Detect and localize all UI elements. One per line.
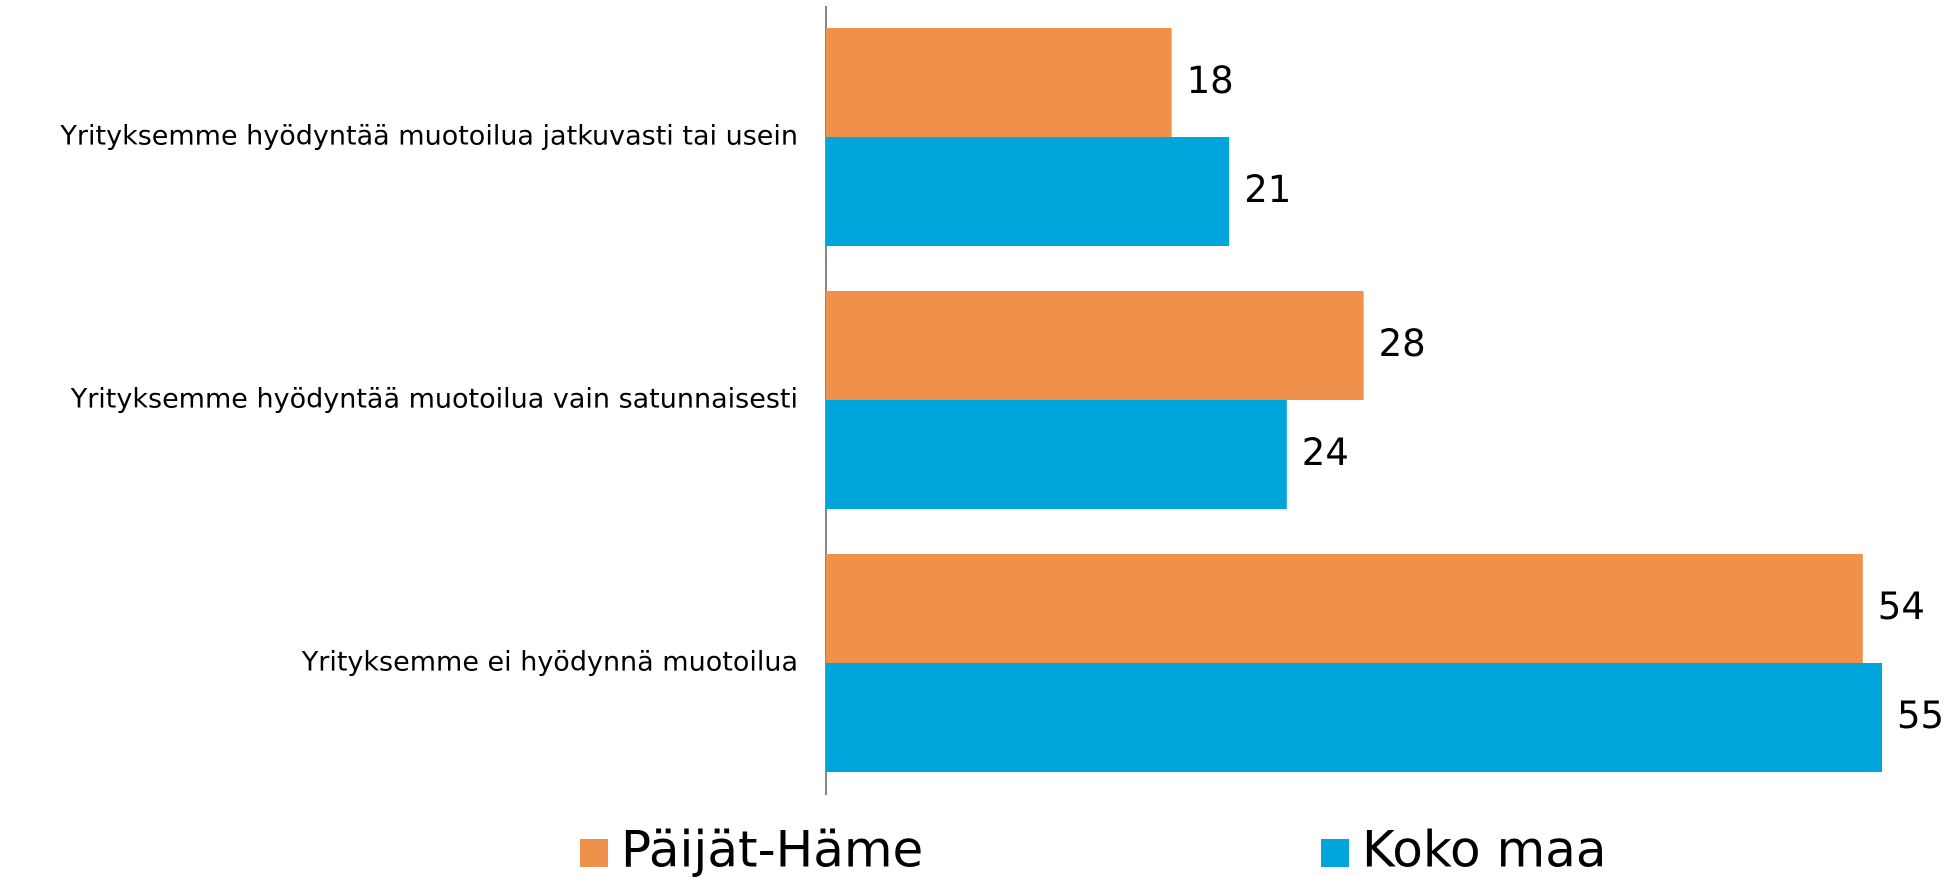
legend-label: Koko maa <box>1362 821 1607 877</box>
value-label: 28 <box>1379 322 1426 365</box>
value-label: 24 <box>1302 431 1349 474</box>
category-label: Yrityksemme ei hyödynnä muotoilua <box>301 647 798 678</box>
bar <box>826 554 1863 663</box>
value-label: 54 <box>1878 585 1925 628</box>
bar <box>826 400 1287 509</box>
legend-label: Päijät-Häme <box>621 821 923 877</box>
bar <box>826 137 1230 246</box>
legend-swatch <box>1321 839 1349 867</box>
category-label: Yrityksemme hyödyntää muotoilua jatkuvas… <box>59 121 798 152</box>
legend-swatch <box>580 839 608 867</box>
value-label: 55 <box>1897 694 1944 737</box>
value-label: 18 <box>1187 59 1234 102</box>
bar <box>826 291 1364 400</box>
bar <box>826 663 1882 772</box>
value-label: 21 <box>1244 168 1291 211</box>
bar <box>826 28 1172 137</box>
category-label: Yrityksemme hyödyntää muotoilua vain sat… <box>70 384 798 415</box>
